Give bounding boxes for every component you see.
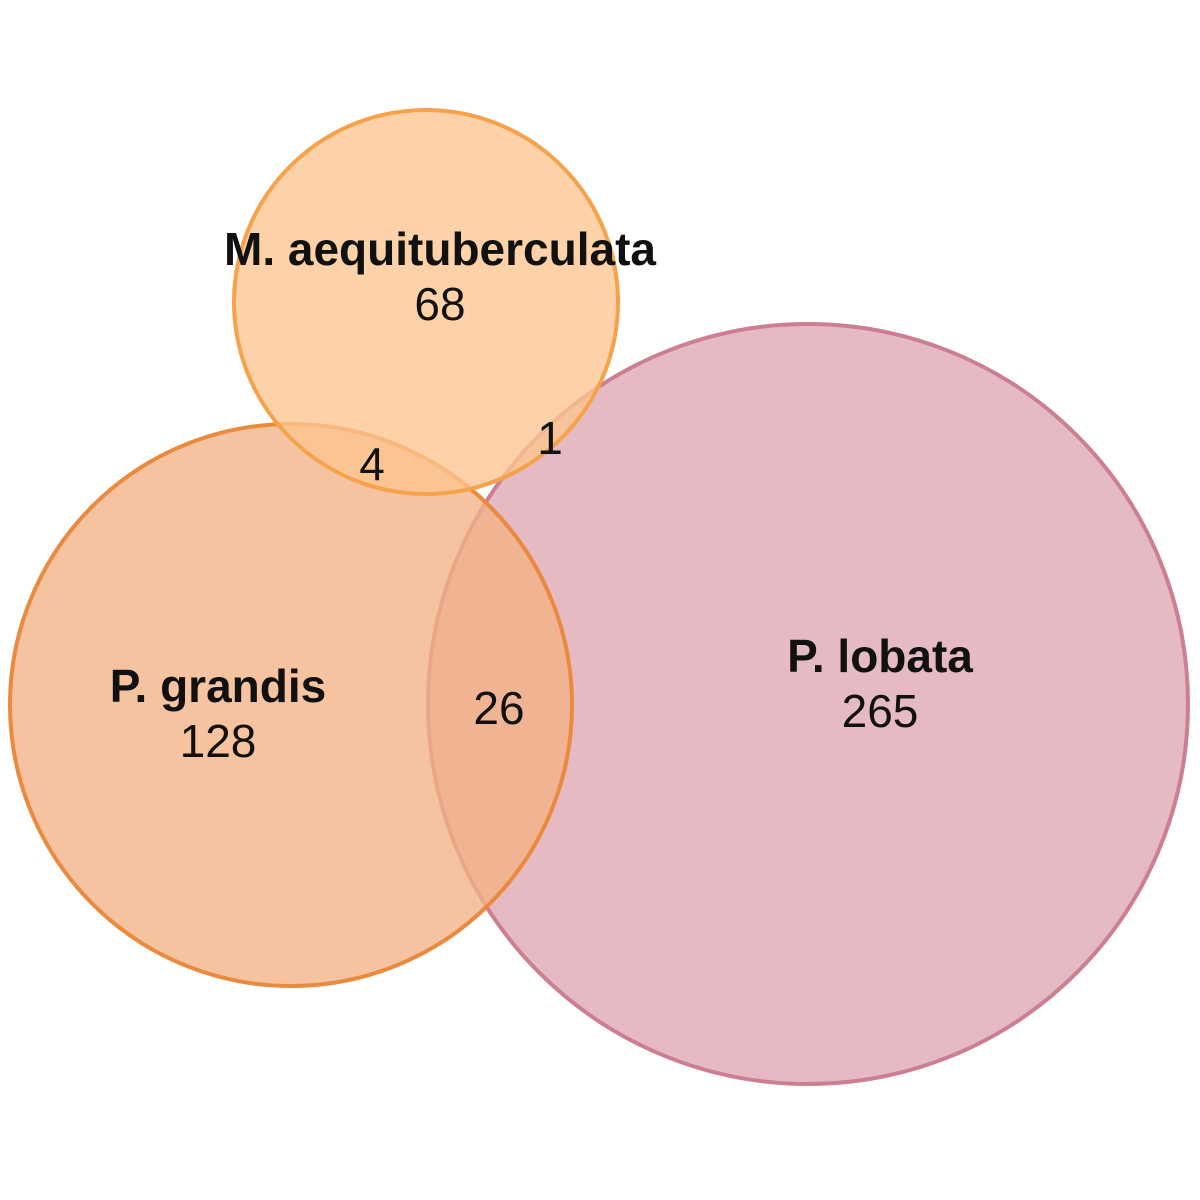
p-lobata-unique-count: 265 xyxy=(842,685,919,737)
m-aequituberculata-unique-count: 68 xyxy=(414,278,465,330)
p-grandis-p-lobata-intersection-count: 26 xyxy=(473,682,524,734)
m-aequituberculata-circle xyxy=(232,108,620,496)
m-aequituberculata-name-label: M. aequituberculata xyxy=(224,223,656,275)
p-grandis-unique-count: 128 xyxy=(180,715,257,767)
m-aequituberculata-p-grandis-intersection-count: 4 xyxy=(359,438,385,490)
p-lobata-name-label: P. lobata xyxy=(787,630,973,682)
venn-labels: M. aequituberculata 68 P. grandis 128 P.… xyxy=(110,223,974,767)
venn-circles xyxy=(8,108,1190,1086)
p-grandis-name-label: P. grandis xyxy=(110,660,326,712)
m-aequituberculata-p-lobata-intersection-count: 1 xyxy=(537,412,563,464)
